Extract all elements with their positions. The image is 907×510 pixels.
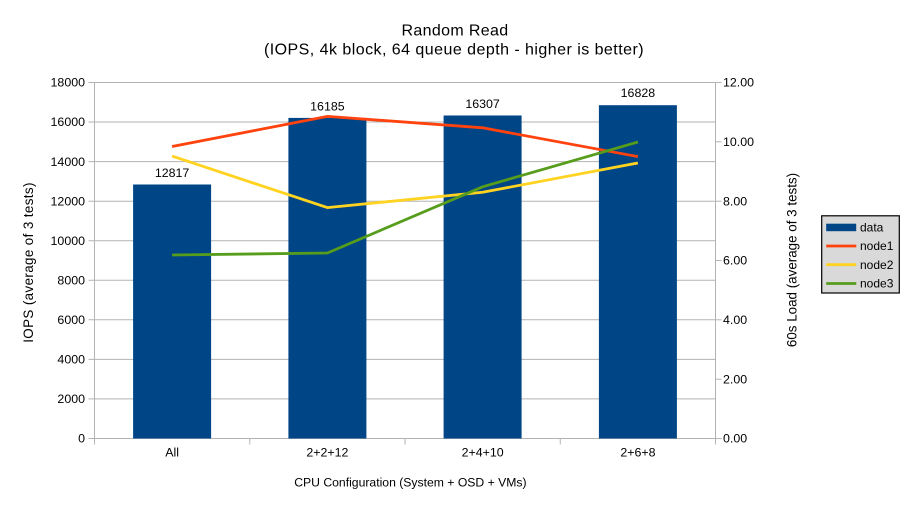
svg-text:data: data [860, 221, 884, 235]
svg-text:60s Load (average of 3 tests): 60s Load (average of 3 tests) [784, 173, 799, 347]
svg-text:CPU Configuration (System + OS: CPU Configuration (System + OSD + VMs) [294, 476, 526, 490]
svg-text:4.00: 4.00 [723, 313, 747, 327]
svg-text:All: All [165, 446, 179, 460]
svg-text:12817: 12817 [155, 166, 190, 180]
svg-text:2000: 2000 [57, 392, 85, 406]
svg-text:6000: 6000 [57, 313, 85, 327]
svg-text:2+6+8: 2+6+8 [620, 446, 655, 460]
svg-text:8000: 8000 [57, 274, 85, 288]
svg-text:16828: 16828 [621, 86, 656, 100]
svg-text:14000: 14000 [51, 155, 86, 169]
svg-text:2+4+10: 2+4+10 [462, 446, 504, 460]
svg-text:8.00: 8.00 [723, 194, 747, 208]
svg-text:6.00: 6.00 [723, 254, 747, 268]
svg-text:10.00: 10.00 [723, 135, 754, 149]
svg-text:node3: node3 [860, 277, 894, 291]
svg-text:Random Read: Random Read [401, 23, 508, 40]
svg-text:18000: 18000 [51, 76, 86, 90]
svg-text:12000: 12000 [51, 194, 86, 208]
svg-text:node2: node2 [860, 258, 894, 272]
svg-text:16185: 16185 [310, 99, 345, 113]
svg-text:10000: 10000 [51, 234, 86, 248]
svg-text:IOPS (average of 3 tests): IOPS (average of 3 tests) [21, 182, 36, 343]
svg-text:2+2+12: 2+2+12 [306, 446, 348, 460]
svg-text:node1: node1 [860, 239, 894, 253]
svg-text:12.00: 12.00 [723, 76, 754, 90]
svg-text:(IOPS, 4k block, 64 queue dept: (IOPS, 4k block, 64 queue depth - higher… [264, 42, 644, 59]
svg-text:2.00: 2.00 [723, 372, 747, 386]
svg-text:16000: 16000 [51, 115, 86, 129]
svg-text:0.00: 0.00 [723, 432, 747, 446]
svg-text:16307: 16307 [465, 97, 500, 111]
svg-text:4000: 4000 [57, 353, 85, 367]
svg-text:0: 0 [78, 432, 85, 446]
